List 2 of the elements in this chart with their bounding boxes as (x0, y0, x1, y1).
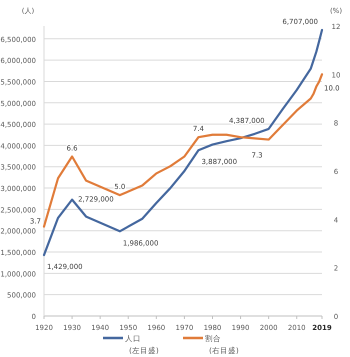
line-series (42, 28, 324, 256)
line-series (42, 73, 324, 228)
